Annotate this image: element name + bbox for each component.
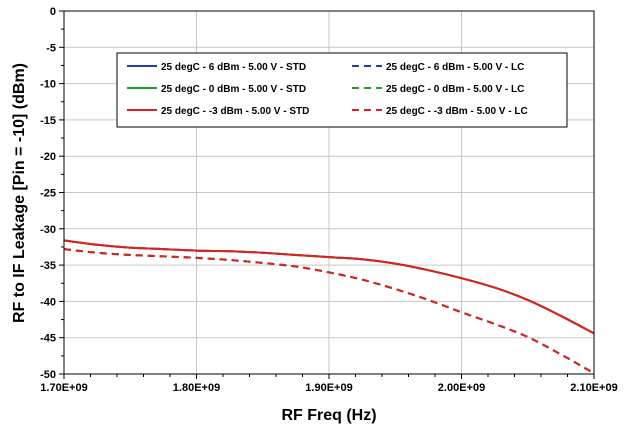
legend-label: 25 degC - 6 dBm - 5.00 V - LC — [386, 62, 524, 73]
series-line — [63, 248, 595, 375]
legend-box — [116, 52, 568, 128]
x-tick-label: 1.90E+09 — [305, 382, 352, 394]
series-line — [63, 239, 595, 335]
legend-label: 25 degC - 0 dBm - 5.00 V - LC — [386, 84, 524, 95]
legend-label: 25 degC - -3 dBm - 5.00 V - LC — [386, 106, 528, 117]
y-tick-label: -30 — [40, 224, 56, 236]
y-axis-title: RF to IF Leakage [Pin = -10] (dBm) — [11, 63, 28, 323]
x-axis-title: RF Freq (Hz) — [281, 407, 376, 424]
legend-label: 25 degC - 6 dBm - 5.00 V - STD — [161, 62, 306, 73]
y-tick-label: -35 — [40, 260, 56, 272]
y-tick-label: -15 — [40, 115, 56, 127]
x-tick-label: 2.10E+09 — [570, 382, 617, 394]
y-tick-label: -45 — [40, 333, 56, 345]
x-tick-label: 2.00E+09 — [438, 382, 485, 394]
y-tick-label: -25 — [40, 188, 56, 200]
legend: 25 degC - 6 dBm - 5.00 V - STD 25 degC - … — [116, 52, 568, 128]
series-group — [63, 239, 595, 375]
y-tick-label: -50 — [40, 369, 56, 381]
y-tick-label: -10 — [40, 79, 56, 91]
x-tick-label: 1.70E+09 — [40, 382, 87, 394]
x-tick-label: 1.80E+09 — [173, 382, 220, 394]
legend-label: 25 degC - -3 dBm - 5.00 V - STD — [161, 106, 309, 117]
legend-label: 25 degC - 0 dBm - 5.00 V - STD — [161, 84, 306, 95]
y-tick-label: 0 — [50, 6, 56, 18]
y-tick-label: -40 — [40, 296, 56, 308]
ticks: 0 -5 -10 -15 -20 -25 -30 -35 -40 -45 -501.70E+09 1.… — [40, 6, 618, 394]
y-tick-label: -20 — [40, 151, 56, 163]
y-tick-label: -5 — [46, 42, 56, 54]
